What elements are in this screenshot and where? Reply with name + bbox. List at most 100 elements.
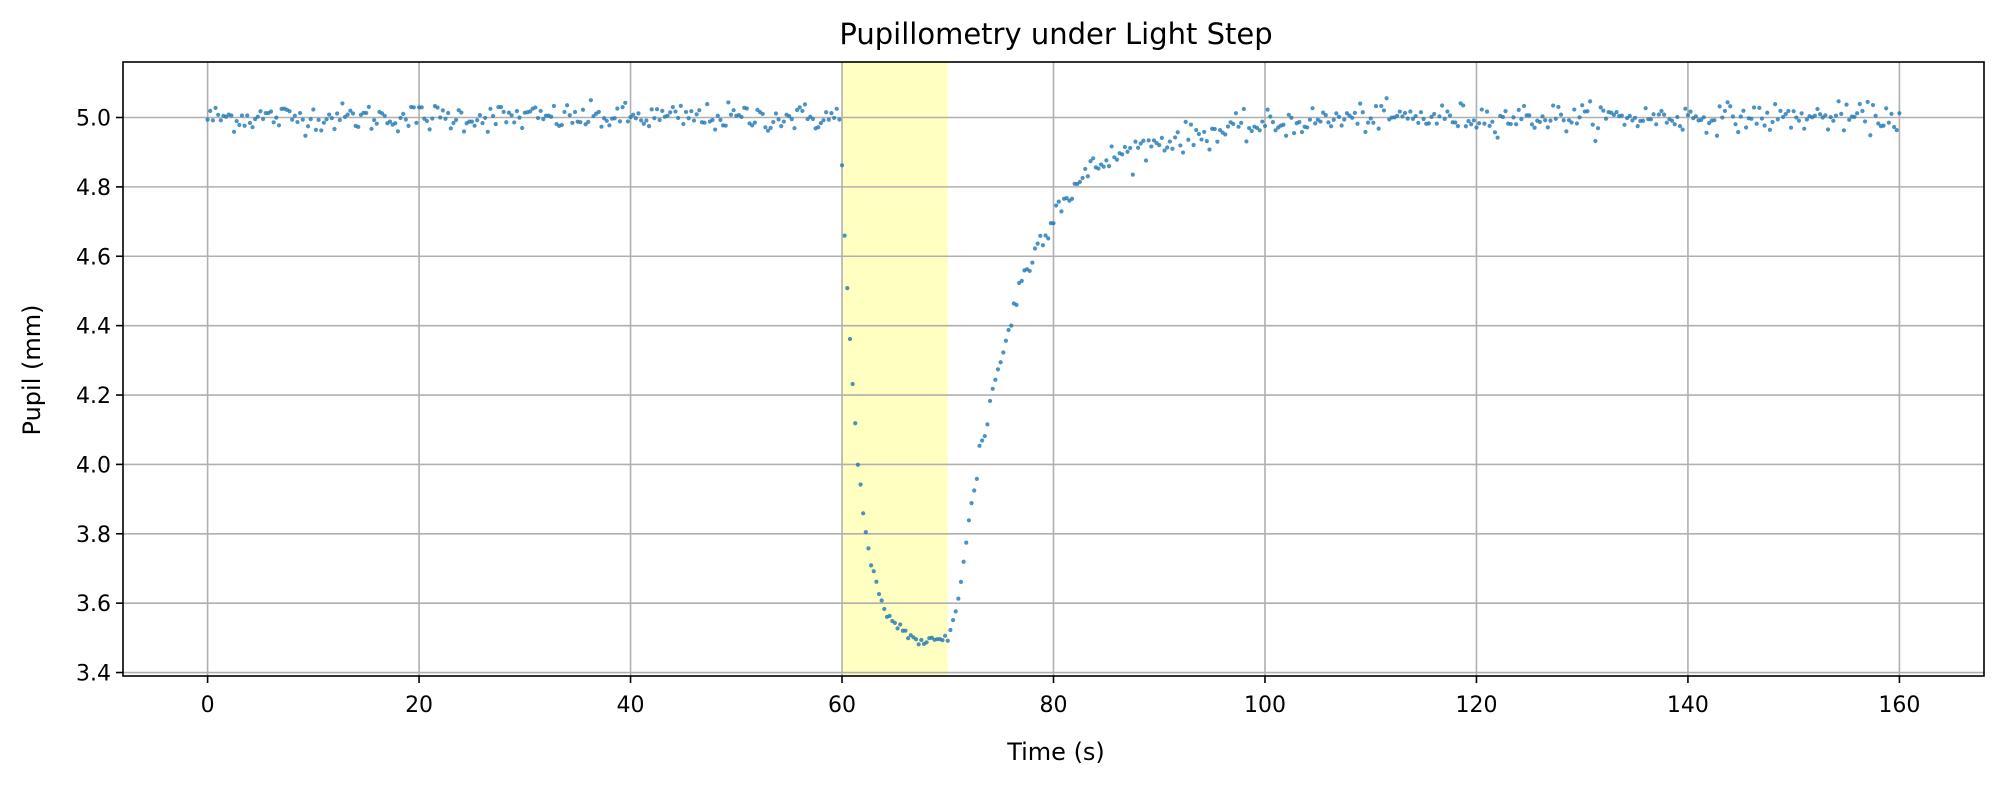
data-point xyxy=(570,120,575,125)
data-point xyxy=(1733,122,1738,127)
data-point xyxy=(874,579,879,584)
data-point xyxy=(1558,112,1564,117)
data-point xyxy=(750,123,755,128)
data-point xyxy=(1815,106,1820,112)
data-point xyxy=(657,117,662,123)
data-point xyxy=(372,117,377,123)
data-point xyxy=(1754,121,1759,126)
data-point xyxy=(1328,124,1334,129)
data-point xyxy=(1188,122,1194,127)
data-point xyxy=(1038,233,1043,238)
data-point xyxy=(258,109,263,114)
data-point xyxy=(366,104,371,109)
data-point xyxy=(1109,144,1114,149)
data-point xyxy=(250,125,255,130)
data-point xyxy=(1786,108,1791,114)
data-point xyxy=(1519,117,1524,122)
data-point xyxy=(1339,123,1344,128)
data-point xyxy=(821,118,826,123)
data-point xyxy=(424,118,430,124)
data-point xyxy=(1693,114,1698,119)
data-point xyxy=(586,119,591,124)
data-point xyxy=(1313,121,1318,126)
data-point xyxy=(1355,121,1360,126)
data-point xyxy=(261,116,266,122)
data-point xyxy=(348,108,353,113)
data-point xyxy=(509,113,514,118)
data-point xyxy=(1130,172,1135,177)
data-point xyxy=(1881,123,1886,128)
data-point xyxy=(1825,127,1831,132)
data-point xyxy=(1429,114,1434,119)
data-point xyxy=(1083,166,1088,172)
data-point xyxy=(919,637,924,643)
data-point xyxy=(882,606,887,612)
data-point xyxy=(538,108,543,114)
data-point xyxy=(670,105,675,110)
data-point xyxy=(1794,115,1799,120)
data-point xyxy=(237,122,242,128)
chart-title: Pupillometry under Light Step xyxy=(839,17,1272,51)
data-point xyxy=(1104,158,1109,163)
data-point xyxy=(697,108,702,113)
data-point xyxy=(504,120,509,125)
data-point xyxy=(980,438,985,443)
data-point xyxy=(683,109,689,115)
data-point xyxy=(1852,114,1857,119)
data-point xyxy=(451,120,456,126)
data-point xyxy=(1447,113,1453,118)
data-point xyxy=(1159,135,1164,141)
data-point xyxy=(1178,143,1183,148)
data-point xyxy=(829,111,834,116)
data-point xyxy=(1860,108,1865,114)
data-point xyxy=(1069,196,1075,201)
data-point xyxy=(1416,120,1421,125)
data-point xyxy=(1262,123,1268,129)
data-point xyxy=(752,120,757,125)
data-point xyxy=(229,113,234,118)
data-point xyxy=(879,598,884,603)
data-point xyxy=(313,127,319,132)
data-point xyxy=(1677,124,1683,129)
data-point xyxy=(1818,112,1823,117)
data-point xyxy=(485,129,490,134)
data-point xyxy=(1611,112,1617,117)
data-point xyxy=(406,123,411,128)
data-point xyxy=(892,620,897,625)
data-point xyxy=(295,119,300,125)
data-point xyxy=(1847,117,1852,122)
data-point xyxy=(1358,101,1363,106)
data-point xyxy=(1529,122,1535,127)
data-point xyxy=(612,116,617,121)
data-point xyxy=(1165,145,1170,150)
data-point xyxy=(321,120,327,125)
data-point xyxy=(1426,121,1431,126)
data-point xyxy=(1654,122,1659,127)
data-point xyxy=(1352,110,1357,115)
data-point xyxy=(469,119,475,124)
data-point xyxy=(461,129,467,134)
data-point xyxy=(1630,118,1635,123)
data-point xyxy=(1199,137,1204,142)
data-point xyxy=(723,123,728,128)
y-tick-label: 4.6 xyxy=(76,245,111,270)
data-point xyxy=(646,124,652,129)
data-point xyxy=(1812,113,1817,118)
data-point xyxy=(271,120,276,125)
data-point xyxy=(1186,137,1191,142)
data-point xyxy=(1307,117,1313,122)
data-point xyxy=(1342,117,1347,122)
data-point xyxy=(1167,139,1172,144)
data-point xyxy=(379,111,385,116)
data-point xyxy=(1133,139,1138,144)
data-point xyxy=(1284,133,1289,138)
data-point xyxy=(1170,146,1175,151)
data-point xyxy=(1421,116,1426,122)
data-point xyxy=(1474,125,1479,130)
data-point xyxy=(1175,130,1180,135)
data-point xyxy=(1410,116,1416,121)
data-point xyxy=(1569,120,1574,125)
data-point xyxy=(1001,350,1006,355)
data-point xyxy=(1236,124,1241,129)
